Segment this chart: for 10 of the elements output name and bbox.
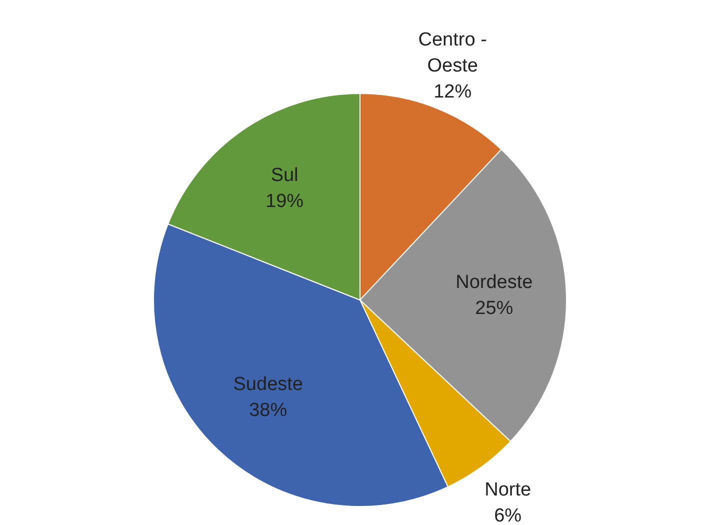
data-label: 19%: [266, 191, 304, 212]
slice-label: Sudeste: [233, 374, 303, 396]
data-label: 6%: [494, 506, 522, 525]
slice-label: Centro - Oeste: [418, 29, 487, 76]
data-label: 25%: [475, 298, 514, 320]
slice-label: Norte: [484, 480, 532, 501]
slice-label: Sul: [270, 165, 298, 186]
data-label: 38%: [249, 400, 288, 422]
slice-label: Nordeste: [456, 272, 533, 294]
data-label: 12%: [434, 81, 472, 102]
